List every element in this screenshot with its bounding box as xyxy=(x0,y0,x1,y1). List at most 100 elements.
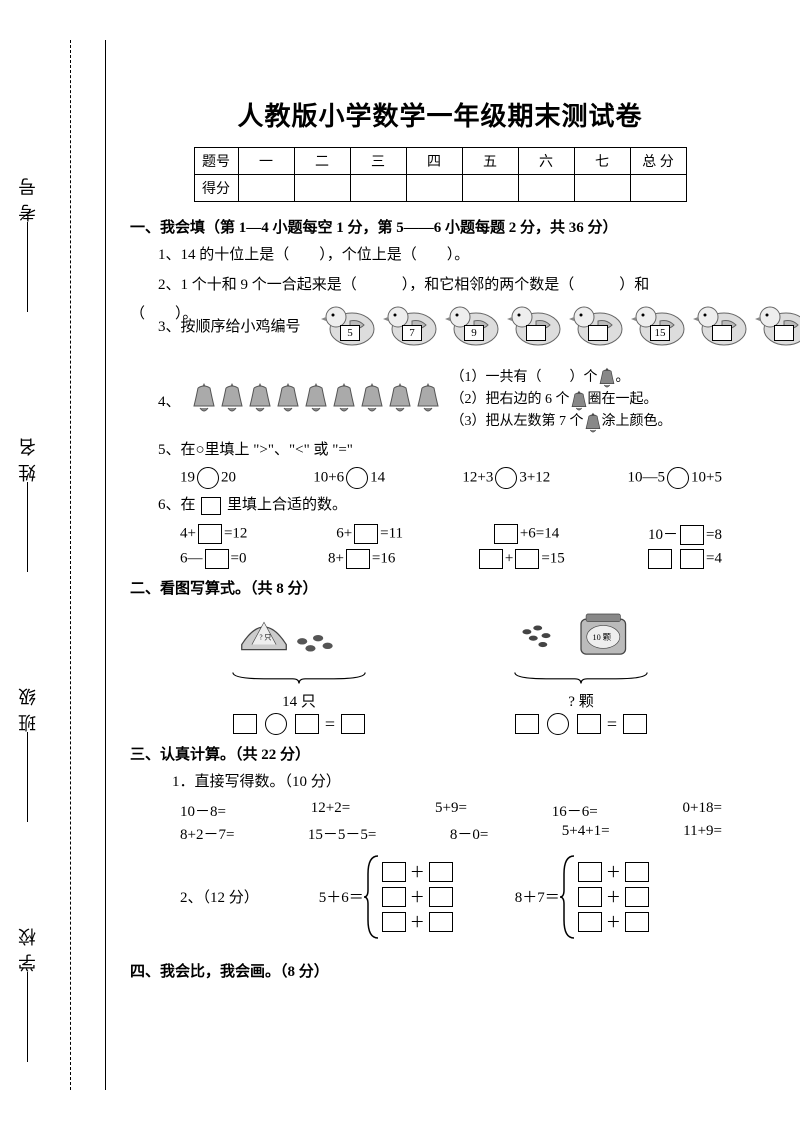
score-col: 五 xyxy=(462,148,518,175)
box-blank[interactable] xyxy=(479,549,503,569)
circle-blank[interactable] xyxy=(346,467,368,489)
figures-row: ? 只 14 只 = 10 颗 ? 颗 = xyxy=(158,604,722,735)
page-content: 人教版小学数学一年级期末测试卷 题号一二三四五六七总 分 得分 一、我会填（第 … xyxy=(130,96,750,987)
score-cell[interactable] xyxy=(462,175,518,202)
box-blank[interactable] xyxy=(515,549,539,569)
box-blank[interactable] xyxy=(515,714,539,734)
sidebar-label: 考号 xyxy=(15,170,55,316)
box-blank[interactable] xyxy=(233,714,257,734)
bell-icon xyxy=(247,382,273,419)
score-row-label: 得分 xyxy=(194,175,238,202)
box-blank[interactable] xyxy=(578,912,602,932)
decomp-line: ＋ xyxy=(576,886,651,907)
box-blank[interactable] xyxy=(429,887,453,907)
calc-item: 5+9= xyxy=(435,800,467,821)
chick-number-box[interactable]: 5 xyxy=(340,325,360,341)
fig-2: 10 颗 ? 颗 = xyxy=(440,604,722,735)
q4-c2: 涂上颜色。 xyxy=(602,414,672,429)
score-cell[interactable] xyxy=(350,175,406,202)
chick-number-box[interactable] xyxy=(774,325,794,341)
score-cell[interactable] xyxy=(238,175,294,202)
score-cell[interactable] xyxy=(294,175,350,202)
box-blank[interactable] xyxy=(623,714,647,734)
bell-icon xyxy=(584,412,602,432)
circle-blank[interactable] xyxy=(197,467,219,489)
score-col: 四 xyxy=(406,148,462,175)
q6-row: 6—=08+=16+=15 =4 xyxy=(180,549,722,569)
q5-b2: 14 xyxy=(370,470,385,486)
bell-icon xyxy=(275,382,301,419)
q6: 6、在 里填上合适的数。 xyxy=(158,493,750,519)
box-blank[interactable] xyxy=(295,714,319,734)
fig1-eq: = xyxy=(158,713,440,735)
box-blank[interactable] xyxy=(341,714,365,734)
box-blank[interactable] xyxy=(578,862,602,882)
box-blank[interactable] xyxy=(625,887,649,907)
box-blank[interactable] xyxy=(346,549,370,569)
chick-number-box[interactable]: 7 xyxy=(402,325,422,341)
circle-blank[interactable] xyxy=(265,713,287,735)
q6-row: 4+=126+=11+6=1410－=8 xyxy=(180,523,722,546)
decomp-line: ＋ xyxy=(380,861,455,882)
box-blank[interactable] xyxy=(578,887,602,907)
circle-blank[interactable] xyxy=(495,467,517,489)
bell-icon xyxy=(570,390,588,410)
box-blank[interactable] xyxy=(205,549,229,569)
box-blank[interactable] xyxy=(382,887,406,907)
bell-icon xyxy=(191,382,217,419)
circle-blank[interactable] xyxy=(667,467,689,489)
score-col: 总 分 xyxy=(630,148,686,175)
box-blank[interactable] xyxy=(680,549,704,569)
box-blank[interactable] xyxy=(198,524,222,544)
q5: 5、在○里填上 ">"、"<" 或 "=" xyxy=(158,438,750,464)
circle-blank[interactable] xyxy=(547,713,569,735)
chick-number-box[interactable]: 9 xyxy=(464,325,484,341)
chick-number-box[interactable]: 15 xyxy=(650,325,670,341)
section-4: 四、我会比，我会画。（8 分） xyxy=(130,960,750,981)
score-col: 三 xyxy=(350,148,406,175)
brace-icon xyxy=(511,671,651,685)
q5-row: 1920 10+614 12+33+12 10—510+5 xyxy=(180,467,722,489)
box-blank[interactable] xyxy=(625,912,649,932)
sidebar-dashed-line xyxy=(70,40,71,1090)
chick-number-box[interactable] xyxy=(526,325,546,341)
chick-number-box[interactable] xyxy=(712,325,732,341)
score-cell[interactable] xyxy=(406,175,462,202)
chick-icon xyxy=(506,297,566,349)
q4-label: 4、 xyxy=(158,390,181,411)
box-blank[interactable] xyxy=(494,524,518,544)
box-blank[interactable] xyxy=(648,549,672,569)
q1: 1、14 的十位上是（ ），个位上是（ ）。 xyxy=(158,243,750,269)
sidebar-label: 姓名 xyxy=(15,430,55,576)
chick-icon: 7 xyxy=(382,297,442,349)
q4-line-c: （3）把从左数第 7 个 xyxy=(451,414,584,429)
left-brace-icon xyxy=(364,852,380,942)
box-blank[interactable] xyxy=(429,862,453,882)
q4-row: 4、 （1）一共有（ ）个。 （2）把右边的 6 个圈在一起。 （3）把从左数第… xyxy=(158,367,750,434)
box-blank[interactable] xyxy=(382,912,406,932)
calc-rows: 10－8=12+2=5+9=16－6=0+18=8+2－7=15－5－5=8－0… xyxy=(130,800,750,844)
box-blank[interactable] xyxy=(429,912,453,932)
fig-1: ? 只 14 只 = xyxy=(158,604,440,735)
score-col: 七 xyxy=(574,148,630,175)
score-cell[interactable] xyxy=(630,175,686,202)
box-blank[interactable] xyxy=(577,714,601,734)
score-cell[interactable] xyxy=(518,175,574,202)
score-cell[interactable] xyxy=(574,175,630,202)
sidebar-label: 学校 xyxy=(15,920,55,1066)
svg-text:10 颗: 10 颗 xyxy=(592,633,611,642)
decomp-1: 5＋6＝ ＋＋＋ xyxy=(319,852,455,942)
calc-item: 10－8= xyxy=(180,800,226,821)
fig2-label: ? 颗 xyxy=(440,690,722,711)
box-blank[interactable] xyxy=(382,862,406,882)
calc-row: 10－8=12+2=5+9=16－6=0+18= xyxy=(180,800,722,821)
box-blank[interactable] xyxy=(625,862,649,882)
box-blank[interactable] xyxy=(354,524,378,544)
box-blank[interactable] xyxy=(680,525,704,545)
brace-icon xyxy=(229,671,369,685)
left-brace-icon xyxy=(560,852,576,942)
q4-text: （1）一共有（ ）个。 （2）把右边的 6 个圈在一起。 （3）把从左数第 7 … xyxy=(451,367,672,434)
section-3: 三、认真计算。（共 22 分） xyxy=(130,743,750,764)
chick-icon xyxy=(692,297,752,349)
chick-number-box[interactable] xyxy=(588,325,608,341)
